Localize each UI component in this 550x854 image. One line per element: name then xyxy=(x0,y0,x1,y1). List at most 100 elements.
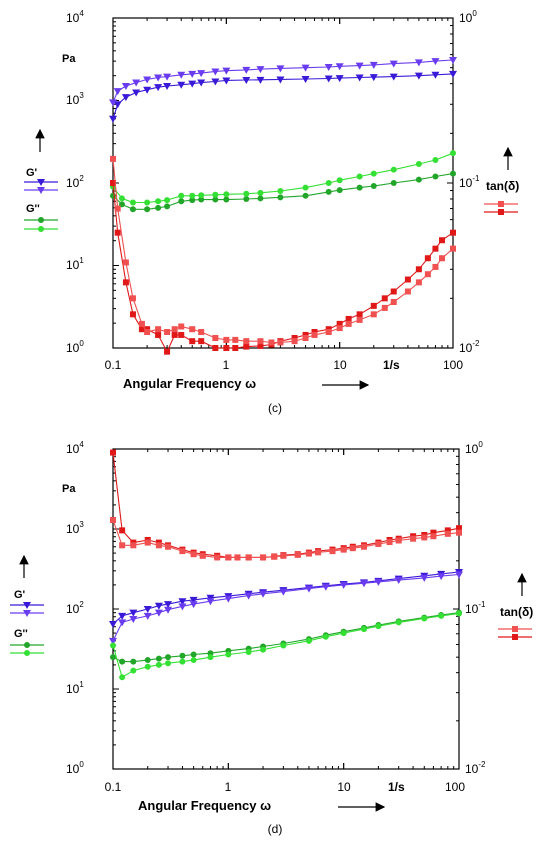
data-point xyxy=(143,76,152,84)
data-point xyxy=(178,192,185,199)
data-point xyxy=(109,115,117,123)
data-point xyxy=(110,642,116,649)
data-point xyxy=(325,180,332,186)
data-point xyxy=(163,73,172,81)
data-point xyxy=(154,84,163,92)
data-point xyxy=(355,62,364,70)
data-point xyxy=(110,449,116,456)
data-point xyxy=(370,182,377,189)
data-point xyxy=(189,596,198,604)
data-point xyxy=(456,529,462,536)
legend-line-g-double xyxy=(10,642,44,656)
data-point xyxy=(144,199,151,206)
data-point xyxy=(197,70,206,78)
data-point xyxy=(165,660,172,667)
data-point xyxy=(375,623,382,630)
data-point xyxy=(119,658,126,665)
data-point xyxy=(211,78,220,86)
data-point xyxy=(432,245,439,252)
y2tick-label: 10-2 xyxy=(465,760,486,776)
axis-ticks xyxy=(112,17,454,349)
data-point xyxy=(223,196,230,203)
data-point xyxy=(395,619,402,626)
data-point xyxy=(280,552,287,559)
data-point xyxy=(144,329,151,336)
data-point xyxy=(164,197,171,204)
data-point xyxy=(450,245,456,252)
data-point xyxy=(322,633,329,640)
data-point xyxy=(325,188,332,195)
data-point xyxy=(329,548,336,555)
series-line xyxy=(112,158,454,344)
data-point xyxy=(437,573,446,581)
data-point xyxy=(155,204,162,211)
series-layer xyxy=(109,449,463,681)
data-point xyxy=(404,288,411,295)
data-point xyxy=(114,229,121,236)
data-point xyxy=(420,574,429,582)
data-point xyxy=(439,237,446,244)
data-point xyxy=(211,68,220,76)
data-point xyxy=(424,255,431,262)
series-line xyxy=(112,182,454,353)
data-point xyxy=(414,59,423,67)
data-point xyxy=(359,580,368,588)
data-point xyxy=(207,654,214,661)
data-point xyxy=(154,602,163,610)
data-point xyxy=(390,299,397,306)
data-point xyxy=(119,527,126,534)
series-line xyxy=(112,519,460,558)
data-point xyxy=(430,529,437,536)
xtick-label: 0.1 xyxy=(105,780,122,794)
panel-caption: (d) xyxy=(268,822,283,836)
data-point xyxy=(110,180,116,186)
data-point xyxy=(315,549,322,556)
data-point xyxy=(177,81,186,89)
y2tick-label: 10-2 xyxy=(459,339,480,355)
data-point xyxy=(302,331,309,338)
data-point xyxy=(155,331,162,338)
xunit-label: 1/s xyxy=(388,780,405,794)
data-point xyxy=(410,535,417,542)
data-point xyxy=(118,612,127,620)
data-point xyxy=(386,539,393,546)
data-point xyxy=(129,295,136,302)
data-point xyxy=(294,551,301,558)
data-point xyxy=(456,525,462,532)
data-point xyxy=(155,655,162,662)
data-point xyxy=(232,336,239,343)
data-point xyxy=(212,334,219,341)
data-point xyxy=(130,658,137,665)
data-point xyxy=(179,548,186,555)
y2tick-label: 100 xyxy=(465,440,483,456)
data-point xyxy=(113,88,122,96)
data-point xyxy=(163,82,172,90)
data-point xyxy=(189,192,196,199)
data-point xyxy=(245,649,252,656)
data-point xyxy=(144,206,151,213)
data-point xyxy=(336,187,343,194)
data-point xyxy=(165,543,172,550)
data-point xyxy=(212,345,219,351)
data-point xyxy=(223,345,230,351)
legend-label-tan: tan(δ) xyxy=(486,179,519,193)
data-point xyxy=(356,311,363,318)
data-point xyxy=(177,71,186,79)
series-line xyxy=(112,452,460,558)
data-point xyxy=(178,198,185,205)
data-point xyxy=(291,338,298,345)
y2tick-label: 100 xyxy=(459,9,477,25)
data-point xyxy=(144,657,151,664)
xtick-label: 0.1 xyxy=(105,358,122,372)
data-point xyxy=(302,184,309,191)
data-point xyxy=(324,63,333,71)
data-point xyxy=(224,595,233,603)
series-line xyxy=(112,571,460,625)
data-point xyxy=(370,302,377,309)
ytick-label: 100 xyxy=(66,339,84,355)
data-point xyxy=(340,546,347,553)
data-point xyxy=(190,651,197,658)
data-point xyxy=(336,177,343,184)
data-point xyxy=(212,196,219,203)
data-point xyxy=(129,615,138,623)
